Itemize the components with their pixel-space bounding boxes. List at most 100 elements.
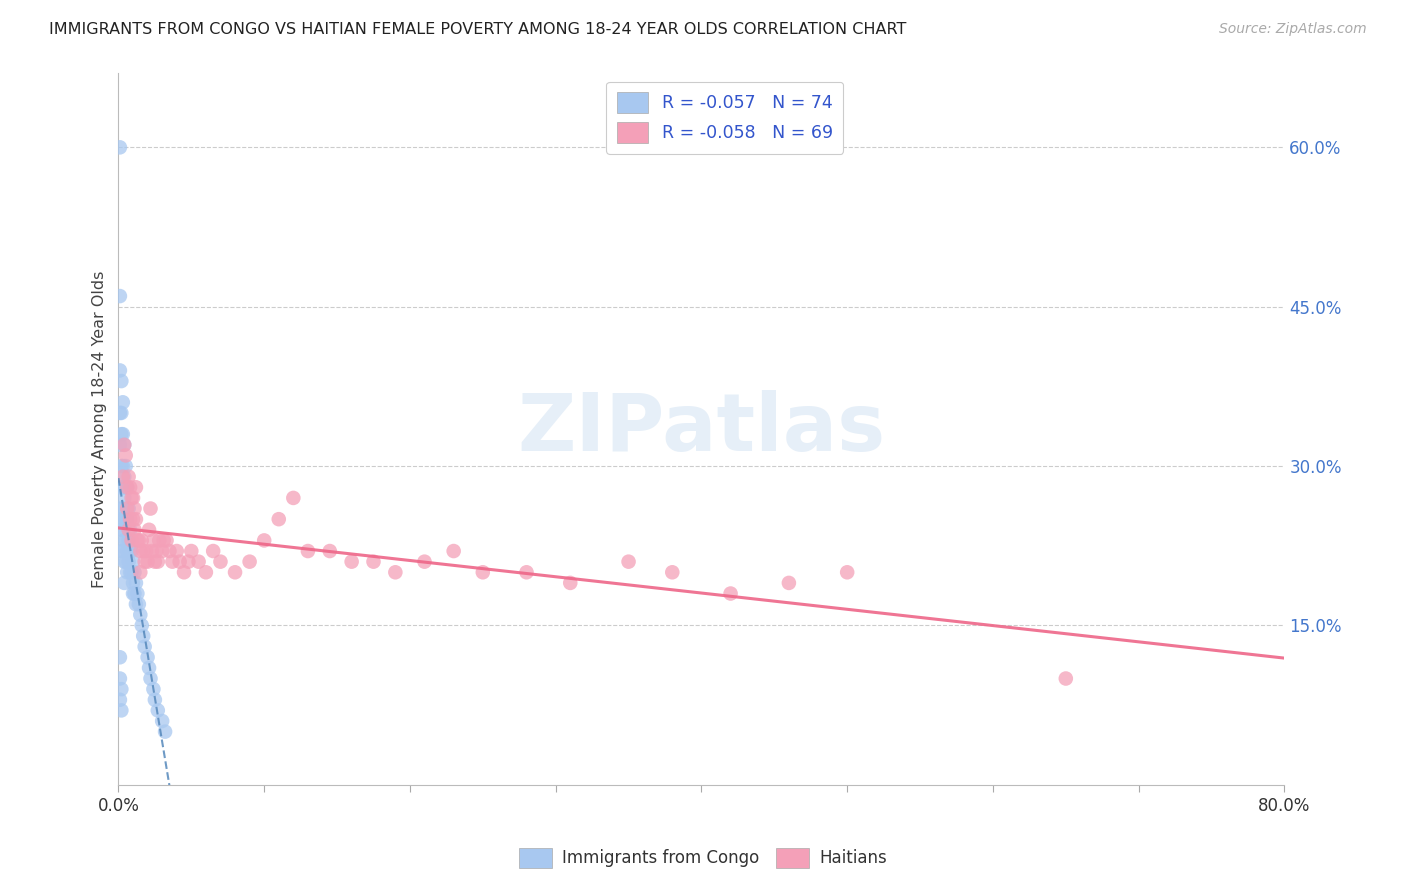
Point: [150, 544, 173, 558]
Point: [177, 555, 200, 569]
Point: [121, 491, 143, 505]
Point: [120, 512, 142, 526]
Point: [112, 533, 135, 548]
Point: [125, 597, 148, 611]
Point: [108, 406, 131, 420]
Point: [124, 501, 146, 516]
Point: [1054, 672, 1077, 686]
Point: [120, 480, 142, 494]
Point: [117, 523, 139, 537]
Point: [209, 555, 232, 569]
Point: [111, 469, 134, 483]
Point: [129, 566, 152, 580]
Point: [112, 469, 135, 483]
Point: [110, 512, 132, 526]
Point: [143, 692, 166, 706]
Point: [560, 575, 582, 590]
Point: [162, 555, 184, 569]
Point: [136, 555, 159, 569]
Point: [253, 533, 276, 548]
Point: [111, 458, 134, 473]
Point: [114, 458, 136, 473]
Point: [112, 555, 135, 569]
Point: [136, 650, 159, 665]
Point: [111, 523, 134, 537]
Point: [413, 555, 436, 569]
Point: [194, 566, 217, 580]
Point: [121, 566, 143, 580]
Point: [128, 597, 150, 611]
Point: [132, 629, 155, 643]
Point: [120, 566, 142, 580]
Point: [617, 555, 640, 569]
Point: [112, 491, 135, 505]
Point: [111, 501, 134, 516]
Point: [114, 555, 136, 569]
Point: [153, 724, 176, 739]
Point: [108, 480, 131, 494]
Point: [115, 512, 138, 526]
Point: [108, 501, 131, 516]
Point: [132, 544, 155, 558]
Point: [114, 480, 136, 494]
Point: [778, 575, 800, 590]
Point: [142, 682, 165, 697]
Point: [138, 523, 160, 537]
Point: [114, 449, 136, 463]
Legend: Immigrants from Congo, Haitians: Immigrants from Congo, Haitians: [512, 841, 894, 875]
Point: [142, 533, 165, 548]
Point: [111, 544, 134, 558]
Point: [120, 544, 142, 558]
Point: [115, 501, 138, 516]
Point: [110, 682, 132, 697]
Point: [108, 650, 131, 665]
Point: [139, 672, 162, 686]
Point: [143, 555, 166, 569]
Point: [117, 501, 139, 516]
Point: [129, 607, 152, 622]
Point: [108, 438, 131, 452]
Point: [108, 363, 131, 377]
Point: [138, 661, 160, 675]
Point: [112, 438, 135, 452]
Point: [117, 533, 139, 548]
Point: [114, 533, 136, 548]
Point: [384, 566, 406, 580]
Y-axis label: Female Poverty Among 18-24 Year Olds: Female Poverty Among 18-24 Year Olds: [93, 270, 107, 588]
Point: [131, 618, 153, 632]
Point: [239, 555, 262, 569]
Point: [124, 523, 146, 537]
Point: [319, 544, 342, 558]
Point: [837, 566, 859, 580]
Point: [121, 544, 143, 558]
Point: [169, 555, 191, 569]
Point: [122, 555, 145, 569]
Point: [134, 555, 156, 569]
Point: [150, 714, 173, 728]
Point: [152, 533, 174, 548]
Point: [117, 469, 139, 483]
Point: [110, 480, 132, 494]
Point: [117, 555, 139, 569]
Point: [108, 289, 131, 303]
Point: [115, 480, 138, 494]
Point: [129, 544, 152, 558]
Point: [125, 512, 148, 526]
Point: [108, 672, 131, 686]
Point: [124, 586, 146, 600]
Point: [120, 523, 142, 537]
Point: [115, 480, 138, 494]
Point: [125, 575, 148, 590]
Point: [124, 566, 146, 580]
Text: ZIPatlas: ZIPatlas: [517, 390, 886, 468]
Point: [135, 544, 157, 558]
Point: [173, 566, 195, 580]
Point: [180, 544, 202, 558]
Point: [110, 374, 132, 388]
Point: [515, 566, 537, 580]
Point: [115, 566, 138, 580]
Point: [110, 458, 132, 473]
Point: [110, 703, 132, 717]
Point: [148, 533, 170, 548]
Point: [114, 512, 136, 526]
